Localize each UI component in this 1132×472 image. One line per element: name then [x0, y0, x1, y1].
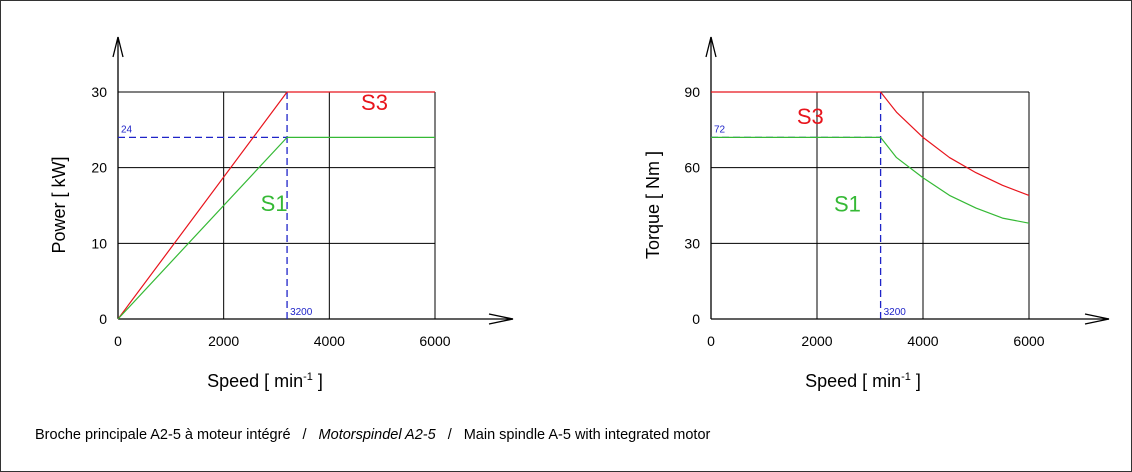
value-marker-label: 72 — [714, 124, 726, 135]
y-axis-label: Torque [ Nm ] — [643, 151, 663, 259]
y-tick-label: 90 — [684, 84, 700, 100]
x-tick-label: 0 — [114, 333, 122, 349]
series-label-s3: S3 — [361, 90, 388, 115]
torque-chart: 0 2000 4000 6000 0 30 60 90 Torque [ Nm ] Speed [… — [643, 36, 1110, 391]
x-tick-label: 6000 — [1013, 333, 1044, 349]
x-tick-label: 2000 — [208, 333, 239, 349]
power-chart: 0 2000 4000 6000 0 10 20 30 Power [ kW] Speed [ m… — [49, 36, 514, 391]
x-axis-label: Speed [ min-1 ] — [805, 371, 921, 391]
x-tick-label: 4000 — [314, 333, 345, 349]
y-tick-label: 60 — [684, 160, 700, 176]
y-axis-arrow — [705, 36, 717, 58]
caption-separator: / — [302, 427, 307, 443]
x-axis-label: Speed [ min-1 ] — [207, 371, 323, 391]
series-line-s1 — [117, 136, 435, 320]
y-axis-arrow — [112, 36, 124, 58]
x-axis-arrow — [488, 313, 514, 325]
y-tick-label: 0 — [692, 311, 700, 327]
y-tick-label: 20 — [91, 160, 107, 176]
caption-german: Motorspindel A2-5 — [318, 427, 436, 443]
y-tick-label: 10 — [91, 235, 107, 251]
x-tick-label: 6000 — [419, 333, 450, 349]
series-label-s3: S3 — [797, 104, 824, 129]
y-tick-label: 0 — [99, 311, 107, 327]
caption-separator: / — [447, 427, 452, 443]
caption-english: Main spindle A-5 with integrated motor — [463, 427, 711, 443]
x-axis-arrow — [1084, 313, 1110, 325]
y-axis-label: Power [ kW] — [49, 156, 69, 253]
series-label-s1: S1 — [834, 192, 861, 217]
x-tick-label: 4000 — [907, 333, 938, 349]
speed-marker-label: 3200 — [290, 307, 313, 318]
y-tick-label: 30 — [91, 84, 107, 100]
y-tick-label: 30 — [684, 235, 700, 251]
series-line-s3 — [117, 91, 435, 320]
caption: Broche principale A2-5 à moteur intégré /… — [35, 427, 710, 443]
value-marker-label: 24 — [121, 124, 133, 135]
series-line-s3 — [711, 91, 1030, 196]
x-tick-label: 2000 — [801, 333, 832, 349]
series-label-s1: S1 — [261, 191, 288, 216]
series-line-s1 — [711, 136, 1030, 224]
speed-marker-label: 3200 — [884, 307, 907, 318]
caption-french: Broche principale A2-5 à moteur intégré — [35, 427, 291, 443]
x-tick-label: 0 — [707, 333, 715, 349]
